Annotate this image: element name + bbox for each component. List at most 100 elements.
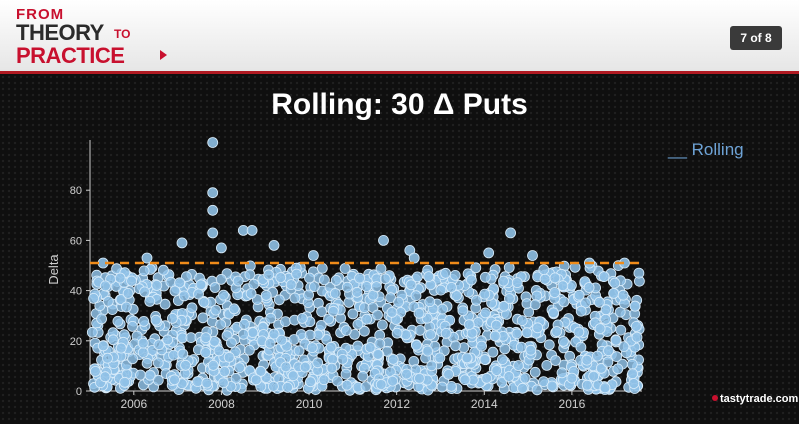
data-point xyxy=(264,337,276,349)
data-point xyxy=(451,290,462,302)
data-point xyxy=(330,274,342,286)
data-point xyxy=(573,326,585,338)
data-point xyxy=(159,298,171,310)
data-point xyxy=(594,323,606,335)
data-point xyxy=(556,367,568,379)
data-point xyxy=(280,316,291,328)
data-point xyxy=(633,267,645,279)
data-point xyxy=(282,381,294,393)
data-point xyxy=(503,262,515,273)
data-point xyxy=(379,273,391,285)
data-point xyxy=(238,318,250,330)
data-point xyxy=(548,307,559,319)
data-point xyxy=(413,307,425,319)
data-point xyxy=(618,341,630,353)
data-point xyxy=(141,357,153,369)
data-point xyxy=(372,348,384,360)
data-point xyxy=(318,374,330,386)
data-point xyxy=(107,334,119,346)
data-point xyxy=(100,280,111,292)
data-point xyxy=(144,369,156,381)
data-point xyxy=(245,288,257,299)
data-point xyxy=(410,290,422,302)
slide-title: Rolling: 30 Δ Puts xyxy=(271,88,528,121)
data-point xyxy=(401,368,413,380)
data-point xyxy=(364,342,376,353)
data-point xyxy=(361,313,373,325)
data-point xyxy=(192,376,204,388)
data-point xyxy=(201,377,213,389)
data-point xyxy=(144,295,156,307)
data-point xyxy=(347,308,359,320)
data-point xyxy=(174,277,186,289)
data-point xyxy=(543,339,555,351)
data-point xyxy=(457,305,469,317)
data-point xyxy=(230,372,242,384)
data-point xyxy=(617,289,629,301)
data-point xyxy=(610,334,622,346)
data-point xyxy=(434,352,446,364)
data-point xyxy=(531,290,543,302)
data-point xyxy=(628,378,640,389)
data-point xyxy=(551,326,563,337)
data-point xyxy=(197,312,209,324)
data-point xyxy=(186,302,198,314)
data-point xyxy=(435,284,447,296)
data-point xyxy=(374,338,386,350)
data-point xyxy=(532,322,543,334)
data-point xyxy=(424,296,436,308)
x-tick-label: 2012 xyxy=(383,397,410,411)
outlier-point xyxy=(505,227,517,239)
data-point xyxy=(487,346,499,358)
data-point xyxy=(529,366,541,378)
data-point xyxy=(411,271,423,283)
data-point xyxy=(215,273,227,285)
data-point xyxy=(207,359,219,371)
data-point xyxy=(305,376,316,388)
data-point xyxy=(470,262,482,274)
data-point xyxy=(459,374,471,386)
outlier-point xyxy=(207,227,219,239)
data-point xyxy=(400,329,412,341)
data-point xyxy=(479,271,491,283)
outlier-point xyxy=(207,187,219,199)
data-point xyxy=(306,342,318,354)
data-point xyxy=(137,337,149,349)
data-point xyxy=(326,362,338,374)
data-point xyxy=(127,353,139,365)
data-point xyxy=(517,382,528,394)
data-point xyxy=(153,339,165,351)
data-point xyxy=(210,304,222,316)
data-point xyxy=(558,335,569,347)
data-point xyxy=(138,265,150,277)
from-theory-to-practice-logo: FROM THEORY TO PRACTICE xyxy=(16,6,186,68)
data-point xyxy=(244,269,256,281)
data-point xyxy=(558,296,570,308)
data-point xyxy=(102,352,113,364)
data-point xyxy=(157,264,169,276)
data-point xyxy=(440,267,452,279)
data-point xyxy=(580,297,591,309)
data-point xyxy=(592,350,603,362)
data-point xyxy=(546,380,558,392)
data-point xyxy=(213,345,225,357)
data-point xyxy=(352,318,364,330)
data-point xyxy=(234,362,245,374)
data-point xyxy=(198,296,210,308)
data-point xyxy=(289,292,301,304)
data-point xyxy=(627,368,638,380)
data-point xyxy=(351,286,363,298)
data-point xyxy=(327,353,339,365)
data-point xyxy=(594,296,605,308)
data-point xyxy=(209,282,221,293)
data-point xyxy=(166,312,178,324)
data-point xyxy=(566,372,578,384)
data-point xyxy=(299,361,311,373)
data-point xyxy=(413,372,425,384)
data-point xyxy=(411,339,422,351)
data-point xyxy=(185,332,197,344)
cherry-icon xyxy=(712,395,718,401)
data-point xyxy=(581,379,593,391)
data-point xyxy=(304,329,316,341)
